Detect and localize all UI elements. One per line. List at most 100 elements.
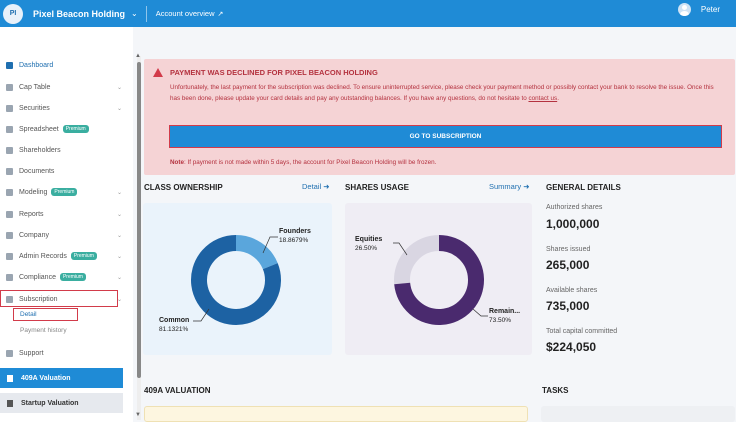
total-capital-value: $224,050 xyxy=(546,340,597,354)
shares-usage-donut xyxy=(393,235,488,325)
donut-label-common: Common 81.1321% xyxy=(159,316,189,334)
cap-table-icon xyxy=(6,83,13,91)
divider xyxy=(145,5,147,22)
class-ownership-donut xyxy=(191,235,281,325)
sidebar-item-label: Documents xyxy=(19,167,55,175)
warning-icon xyxy=(153,68,163,77)
detail-link-label[interactable]: Detail xyxy=(302,182,322,191)
sidebar-subitem-detail[interactable]: Detail xyxy=(20,311,37,318)
sidebar-item-admin-records[interactable]: Admin Records Premium ⌄ xyxy=(0,248,128,264)
class-ownership-slice-founders[interactable] xyxy=(235,235,278,270)
scrollbar-thumb[interactable] xyxy=(137,62,141,378)
tasks-title: TASKS xyxy=(542,386,569,395)
authorized-shares-value: 1,000,000 xyxy=(546,217,600,231)
org-name[interactable]: Pixel Beacon Holding xyxy=(33,8,126,19)
available-shares-label: Available shares xyxy=(546,287,598,294)
common-name: Common xyxy=(159,317,190,324)
sidebar-item-label: Shareholders xyxy=(19,146,61,154)
sidebar-item-409a-valuation[interactable]: 409A Valuation xyxy=(0,368,123,388)
leader-line-founders xyxy=(262,236,278,254)
document-icon xyxy=(7,399,13,407)
sidebar-item-securities[interactable]: Securities ⌄ xyxy=(0,100,128,116)
founders-name: Founders xyxy=(279,228,311,235)
go-to-subscription-button[interactable]: GO TO SUBSCRIPTION xyxy=(169,125,722,148)
sidebar-item-support[interactable]: Support xyxy=(0,345,128,361)
compliance-icon xyxy=(6,273,13,281)
sidebar-item-subscription[interactable]: Subscription ⌄ xyxy=(0,291,128,307)
sidebar: Dashboard Cap Table ⌄ Securities ⌄ Spreadshee… xyxy=(0,27,133,422)
arrow-right-icon[interactable]: ➜ xyxy=(323,182,330,191)
shareholders-icon xyxy=(6,146,13,154)
shares-usage-slice-equities[interactable] xyxy=(394,235,440,285)
shares-issued-value: 265,000 xyxy=(546,258,590,272)
sidebar-subitem-payment-history[interactable]: Payment history xyxy=(20,327,67,334)
subscription-highlight xyxy=(0,290,118,307)
summary-link-label[interactable]: Summary xyxy=(489,182,522,191)
scroll-down-icon[interactable]: ▼ xyxy=(135,412,141,418)
leader-line-equities xyxy=(393,242,408,256)
donut-label-equities: Equities 26.50% xyxy=(355,235,382,253)
shares-issued-label: Shares issued xyxy=(546,246,591,253)
shares-usage-slice-remain[interactable] xyxy=(394,235,484,325)
alert-body-text: Unfortunately, the last payment for the … xyxy=(170,84,714,102)
donut-label-remaining: Remain... 73.50% xyxy=(489,307,520,325)
sidebar-item-cap-table[interactable]: Cap Table ⌄ xyxy=(0,79,128,95)
alert-note: Note: If payment is not made within 5 da… xyxy=(170,159,436,166)
admin-records-icon xyxy=(6,252,13,260)
sidebar-item-documents[interactable]: Documents xyxy=(0,163,128,179)
sidebar-item-label: 409A Valuation xyxy=(21,374,71,382)
sidebar-item-label: Company xyxy=(19,231,49,239)
sidebar-item-dashboard[interactable]: Dashboard xyxy=(0,57,128,73)
sidebar-item-company[interactable]: Company ⌄ xyxy=(0,227,128,243)
chevron-down-icon[interactable]: ⌄ xyxy=(116,105,122,112)
remaining-name: Remain... xyxy=(489,308,521,315)
class-ownership-slice-common[interactable] xyxy=(191,235,281,325)
available-shares-value: 735,000 xyxy=(546,299,590,313)
total-capital-label: Total capital committed xyxy=(546,328,618,335)
chevron-down-icon[interactable]: ⌄ xyxy=(116,253,122,260)
premium-badge: Premium xyxy=(62,125,89,133)
user-avatar-icon[interactable] xyxy=(677,3,691,16)
chevron-down-icon[interactable]: ⌄ xyxy=(131,9,138,18)
sidebar-item-shareholders[interactable]: Shareholders xyxy=(0,142,128,158)
payment-declined-alert: PAYMENT WAS DECLINED FOR PIXEL BEACON HO… xyxy=(144,59,735,175)
sidebar-item-reports[interactable]: Reports ⌄ xyxy=(0,206,128,222)
documents-icon xyxy=(6,167,13,175)
alert-title: PAYMENT WAS DECLINED FOR PIXEL BEACON HO… xyxy=(170,68,378,77)
reports-icon xyxy=(6,210,13,218)
authorized-shares-label: Authorized shares xyxy=(546,204,603,211)
class-ownership-card: Founders 18.8679% Common 81.1321% xyxy=(143,203,332,355)
chevron-down-icon[interactable]: ⌄ xyxy=(116,211,122,218)
user-menu[interactable]: Peter xyxy=(677,3,720,16)
detail-link[interactable]: Detail ➜ xyxy=(302,182,330,191)
scroll-up-icon[interactable]: ▲ xyxy=(135,53,141,59)
shares-usage-title: SHARES USAGE xyxy=(345,183,410,192)
contact-us-link[interactable]: contact us xyxy=(528,94,558,102)
spreadsheet-icon xyxy=(6,125,13,133)
sidebar-item-label: Dashboard xyxy=(19,61,54,69)
summary-link[interactable]: Summary ➜ xyxy=(489,182,529,191)
sidebar-item-label: Support xyxy=(19,349,44,357)
sidebar-item-startup-valuation[interactable]: Startup Valuation xyxy=(0,393,123,413)
leader-line-common xyxy=(193,308,210,322)
alert-body: Unfortunately, the last payment for the … xyxy=(170,83,725,104)
org-avatar[interactable]: PI xyxy=(3,3,23,24)
general-details-title: GENERAL DETAILS xyxy=(546,183,621,192)
account-overview-link[interactable]: Account overview xyxy=(155,9,215,18)
chevron-down-icon[interactable]: ⌄ xyxy=(116,189,122,196)
external-link-icon[interactable]: ↗ xyxy=(217,10,224,18)
sidebar-item-label: Spreadsheet xyxy=(19,125,59,133)
arrow-right-icon[interactable]: ➜ xyxy=(523,182,530,191)
chevron-down-icon[interactable]: ⌄ xyxy=(116,274,122,281)
company-icon xyxy=(6,231,13,239)
chevron-down-icon[interactable]: ⌄ xyxy=(116,296,122,303)
user-name[interactable]: Peter xyxy=(700,5,720,14)
chevron-down-icon[interactable]: ⌄ xyxy=(116,232,122,239)
sidebar-item-compliance[interactable]: Compliance Premium ⌄ xyxy=(0,269,128,285)
premium-badge: Premium xyxy=(59,273,86,281)
detail-highlight xyxy=(13,308,78,321)
sidebar-item-modeling[interactable]: Modeling Premium ⌄ xyxy=(0,184,128,200)
sidebar-item-label: Securities xyxy=(19,104,50,112)
sidebar-item-spreadsheet[interactable]: Spreadsheet Premium xyxy=(0,121,128,137)
chevron-down-icon[interactable]: ⌄ xyxy=(116,84,122,91)
